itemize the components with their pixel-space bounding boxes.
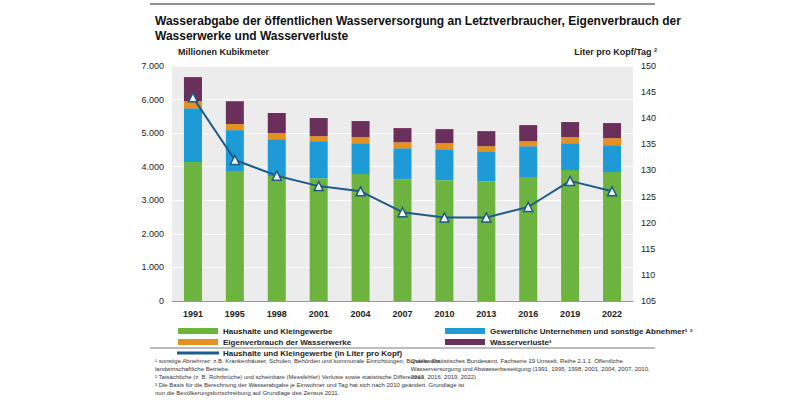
svg-text:2004: 2004 <box>351 309 371 319</box>
svg-text:Eigenverbrauch der Wasserwerke: Eigenverbrauch der Wasserwerke <box>223 338 352 347</box>
svg-text:Wasserwerke und Wasserverluste: Wasserwerke und Wasserverluste <box>155 29 349 43</box>
svg-text:4.000: 4.000 <box>141 162 164 172</box>
svg-text:Haushalte und Kleingewerbe (in: Haushalte und Kleingewerbe (in Liter pro… <box>223 349 402 358</box>
svg-text:1.000: 1.000 <box>141 262 164 272</box>
svg-text:Liter pro Kopf/Tag ²: Liter pro Kopf/Tag ² <box>574 47 657 57</box>
svg-text:landwirtschaftliche Betriebe.: landwirtschaftliche Betriebe. <box>155 366 230 372</box>
svg-text:0: 0 <box>159 296 164 306</box>
svg-text:Haushalte und Kleingewerbe: Haushalte und Kleingewerbe <box>223 327 333 336</box>
svg-text:145: 145 <box>641 87 656 97</box>
svg-text:7.000: 7.000 <box>141 61 164 71</box>
svg-text:140: 140 <box>641 113 656 123</box>
svg-text:2010: 2010 <box>434 309 454 319</box>
svg-text:Gewerbliche Unternehmen und so: Gewerbliche Unternehmen und sonstige Abn… <box>490 327 693 336</box>
svg-text:2013, 2016, 2019, 2022): 2013, 2016, 2019, 2022) <box>411 374 476 380</box>
svg-text:2007: 2007 <box>392 309 412 319</box>
svg-text:Wasserabgabe der öffentlichen: Wasserabgabe der öffentlichen Wasservers… <box>155 14 681 28</box>
svg-text:125: 125 <box>641 192 656 202</box>
svg-text:3.000: 3.000 <box>141 195 164 205</box>
svg-text:120: 120 <box>641 218 656 228</box>
svg-text:2016: 2016 <box>518 309 538 319</box>
svg-text:110: 110 <box>641 270 655 280</box>
svg-text:Millionen Kubikmeter: Millionen Kubikmeter <box>178 47 270 57</box>
svg-text:Wasserverluste³: Wasserverluste³ <box>490 338 552 347</box>
svg-text:1998: 1998 <box>267 309 287 319</box>
svg-text:2.000: 2.000 <box>141 229 164 239</box>
svg-text:2022: 2022 <box>602 309 622 319</box>
svg-text:Quelle: Statistisches Bundesam: Quelle: Statistisches Bundesamt, Fachser… <box>411 358 624 364</box>
svg-text:105: 105 <box>641 296 656 306</box>
svg-text:³ Die Basis für die Berechnung: ³ Die Basis für die Berechnung der Wasse… <box>155 382 465 388</box>
svg-text:² Tatsächliche (z. B. Rohrbrüc: ² Tatsächliche (z. B. Rohrbrüche) und sc… <box>155 374 424 380</box>
svg-text:1991: 1991 <box>183 309 203 319</box>
svg-text:115: 115 <box>641 244 655 254</box>
svg-text:5.000: 5.000 <box>141 128 164 138</box>
svg-text:Wasserversorgung und Abwasserb: Wasserversorgung und Abwasserbeseitigung… <box>411 366 650 372</box>
svg-text:1995: 1995 <box>225 309 245 319</box>
svg-text:150: 150 <box>641 61 656 71</box>
svg-text:¹ sonstige Abnehmer: z.B. Kran: ¹ sonstige Abnehmer: z.B. Krankenhäuser,… <box>155 358 441 364</box>
svg-text:2013: 2013 <box>476 309 496 319</box>
svg-text:2019: 2019 <box>560 309 580 319</box>
svg-text:6.000: 6.000 <box>141 95 164 105</box>
svg-text:nun die Bevölkerungsfortschrei: nun die Bevölkerungsfortschreibung auf G… <box>155 390 340 396</box>
svg-text:2001: 2001 <box>309 309 329 319</box>
svg-text:130: 130 <box>641 165 656 175</box>
svg-text:135: 135 <box>641 139 656 149</box>
